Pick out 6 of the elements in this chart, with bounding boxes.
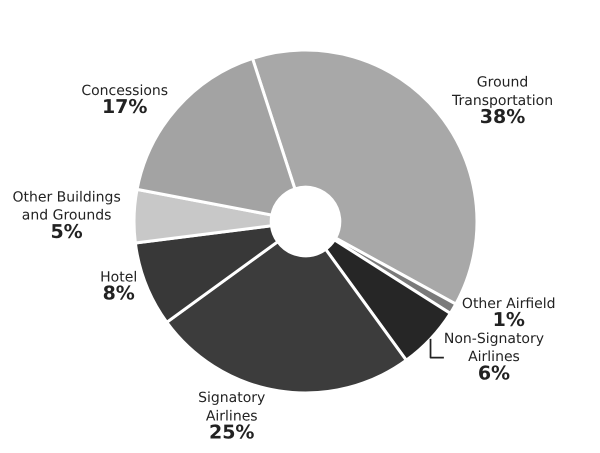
slice-label: Signatory Airlines (198, 390, 266, 424)
data-label: 38% (480, 106, 526, 128)
slice-label: Hotel (100, 269, 138, 286)
data-label: 25% (208, 422, 254, 444)
slice-label: Ground Transportation (450, 74, 554, 109)
data-label: 8% (102, 282, 135, 305)
